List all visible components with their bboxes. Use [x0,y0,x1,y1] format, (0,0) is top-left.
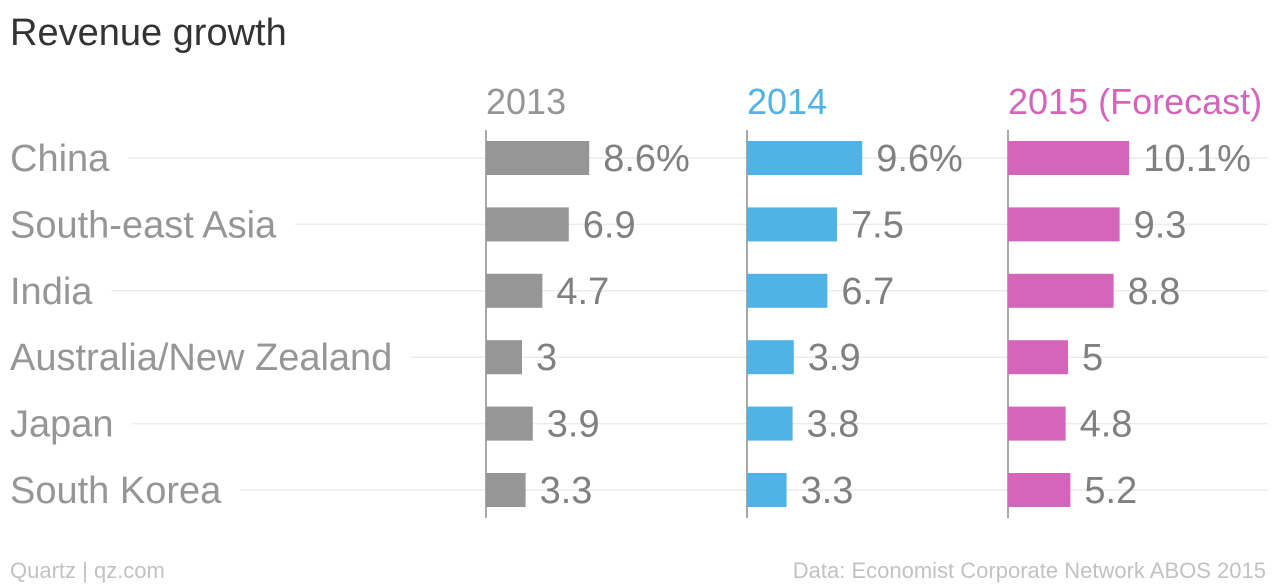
value-label: 3.3 [540,470,593,512]
bar [486,473,526,507]
value-label: 5 [1082,337,1103,379]
bar [747,207,837,242]
category-label: China [10,138,110,180]
value-label: 9.6% [876,138,963,180]
value-label: 10.1% [1143,138,1251,180]
series-header: 2015 (Forecast) [1008,81,1262,122]
bar [747,340,794,375]
value-label: 3.3 [801,470,854,512]
bar [747,141,863,175]
bar [1008,473,1071,507]
bar [1008,340,1068,375]
value-label: 3.9 [547,404,600,446]
category-label: Japan [10,404,114,446]
value-label: 5.2 [1084,470,1137,512]
value-label: 4.8 [1080,404,1133,446]
category-label: South-east Asia [10,204,277,246]
chart-title: Revenue growth [10,12,287,54]
bar [747,406,793,441]
value-label: 3 [536,337,557,379]
footer-source-right: Data: Economist Corporate Network ABOS 2… [792,558,1266,583]
bar [747,273,828,308]
bar [486,207,569,242]
series-header: 2014 [747,81,827,122]
bar [1008,141,1130,175]
value-label: 8.8 [1128,271,1181,313]
footer-source-left: Quartz | qz.com [10,558,165,583]
value-label: 9.3 [1134,204,1187,246]
category-label: India [10,271,93,313]
value-label: 8.6% [603,138,690,180]
category-label: South Korea [10,470,222,512]
series-header: 2013 [486,81,566,122]
value-label: 6.7 [841,271,894,313]
value-label: 7.5 [851,204,904,246]
value-label: 6.9 [583,204,636,246]
bar [747,473,787,507]
bar [1008,406,1066,441]
bar [486,340,522,375]
category-label: Australia/New Zealand [10,337,392,379]
value-label: 3.8 [807,404,860,446]
bar [486,141,590,175]
bar [486,406,533,441]
value-label: 3.9 [808,337,861,379]
value-label: 4.7 [556,271,609,313]
bar [1008,273,1114,308]
bar [1008,207,1120,242]
bar [486,273,543,308]
